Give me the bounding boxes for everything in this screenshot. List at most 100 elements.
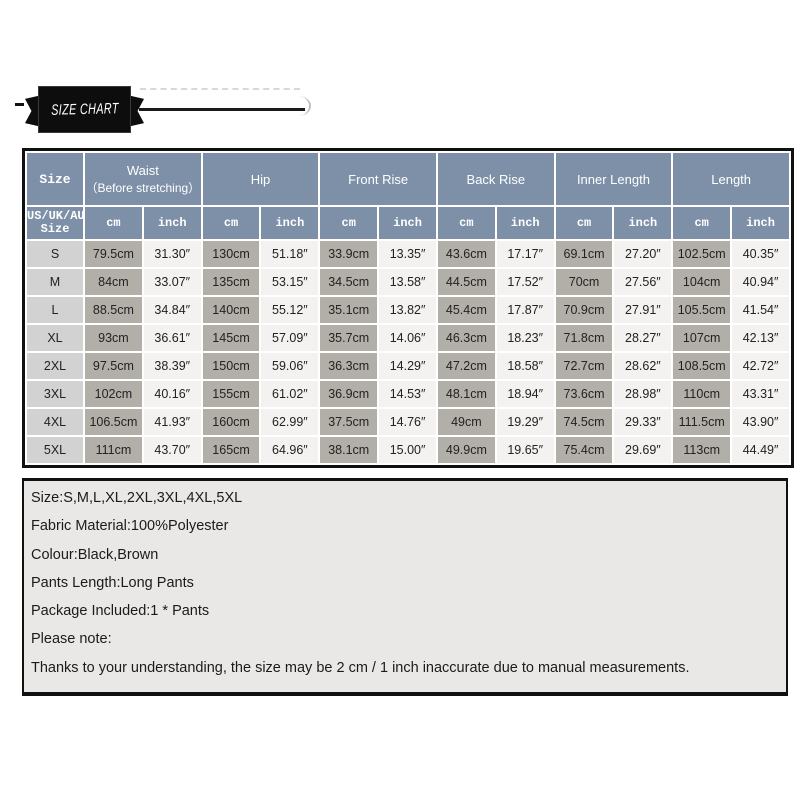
cm-value-cell: 88.5cm — [83, 295, 144, 325]
info-line-6: Thanks to your understanding, the size m… — [31, 659, 690, 676]
inch-value-cell: 28.62″ — [612, 351, 674, 381]
inch-value-cell: 27.56″ — [612, 267, 674, 297]
cm-value-cell: 75.4cm — [553, 435, 615, 465]
inch-value-cell: 14.76″ — [377, 407, 438, 437]
cm-value-cell: 71.8cm — [553, 323, 615, 353]
cm-value-cell: 105.5cm — [671, 295, 733, 325]
inch-value-cell: 17.87″ — [494, 295, 556, 325]
column-header-size: Size — [25, 151, 85, 207]
cm-value-cell: 102.5cm — [671, 239, 733, 269]
info-line-4: Package Included:1 * Pants — [31, 603, 210, 620]
inch-value-cell: 62.99″ — [259, 407, 321, 437]
cm-value-cell: 160cm — [200, 407, 262, 437]
inch-value-cell: 40.16″ — [141, 379, 203, 409]
cm-value-cell: 104cm — [671, 267, 733, 297]
size-cell: 3XL — [25, 379, 85, 409]
inch-value-cell: 64.96″ — [259, 435, 321, 465]
cm-value-cell: 145cm — [200, 323, 262, 353]
inch-value-cell: 40.94″ — [730, 267, 791, 297]
size-cell: L — [25, 295, 85, 325]
cm-value-cell: 84cm — [83, 267, 144, 297]
unit-header-inch: inch — [494, 205, 556, 241]
cm-value-cell: 49cm — [435, 407, 497, 437]
table-row-l: L 88.5cm 34.84″ 140cm 55.12″ 35.1cm 13.82″ 45.4… — [25, 295, 791, 325]
dash-decoration — [15, 103, 24, 106]
inch-value-cell: 13.35″ — [377, 239, 438, 269]
table-row-3xl: 3XL 102cm 40.16″ 155cm 61.02″ 36.9cm 14.53″ 48.… — [25, 379, 791, 409]
column-header-length: Length — [671, 151, 791, 207]
inch-value-cell: 41.93″ — [141, 407, 203, 437]
inch-value-cell: 27.91″ — [612, 295, 674, 325]
cm-value-cell: 110cm — [671, 379, 733, 409]
inch-value-cell: 53.15″ — [259, 267, 321, 297]
unit-header-cm: cm — [435, 205, 497, 241]
cm-value-cell: 130cm — [200, 239, 262, 269]
table-row-4xl: 4XL 106.5cm 41.93″ 160cm 62.99″ 37.5cm 14.76″ 4… — [25, 407, 791, 437]
unit-header-inch: inch — [730, 205, 791, 241]
cm-value-cell: 70cm — [553, 267, 615, 297]
inch-value-cell: 31.30″ — [141, 239, 203, 269]
cm-value-cell: 79.5cm — [83, 239, 144, 269]
size-chart-ribbon: SIZE CHART — [38, 86, 131, 133]
unit-header-inch: inch — [377, 205, 438, 241]
ribbon-right-fold — [127, 95, 144, 127]
table-row-m: M 84cm 33.07″ 135cm 53.15″ 34.5cm 13.58″ 44.5cm… — [25, 267, 791, 297]
cm-value-cell: 111.5cm — [671, 407, 733, 437]
inch-value-cell: 19.65″ — [494, 435, 556, 465]
inch-value-cell: 59.06″ — [259, 351, 321, 381]
inch-value-cell: 38.39″ — [141, 351, 203, 381]
unit-header-inch: inch — [141, 205, 203, 241]
inch-value-cell: 28.98″ — [612, 379, 674, 409]
inch-value-cell: 42.13″ — [730, 323, 791, 353]
cm-value-cell: 48.1cm — [435, 379, 497, 409]
unit-header-inch: inch — [612, 205, 674, 241]
inch-value-cell: 33.07″ — [141, 267, 203, 297]
ribbon-left-fold — [25, 95, 42, 127]
column-header-hip: Hip — [200, 151, 321, 207]
table-unit-row: US/UK/AU Size cm inch cm inch cm inch cm inch cm in… — [25, 205, 791, 241]
info-line-3: Pants Length:Long Pants — [31, 574, 194, 591]
group-label: Length — [711, 171, 752, 187]
size-table: Size Waist （Before stretching） Hip Front Ris… — [22, 148, 794, 468]
cm-value-cell: 73.6cm — [553, 379, 615, 409]
column-header-back-rise: Back Rise — [435, 151, 556, 207]
inch-value-cell: 40.35″ — [730, 239, 791, 269]
cm-value-cell: 93cm — [83, 323, 144, 353]
table-row-5xl: 5XL 111cm 43.70″ 165cm 64.96″ 38.1cm 15.00″ 49.… — [25, 435, 791, 465]
inch-value-cell: 19.29″ — [494, 407, 556, 437]
cm-value-cell: 111cm — [83, 435, 144, 465]
inch-value-cell: 61.02″ — [259, 379, 321, 409]
cm-value-cell: 35.1cm — [318, 295, 380, 325]
cm-value-cell: 36.9cm — [318, 379, 380, 409]
inch-value-cell: 13.58″ — [377, 267, 438, 297]
cm-value-cell: 72.7cm — [553, 351, 615, 381]
inch-value-cell: 18.94″ — [494, 379, 556, 409]
inch-value-cell: 14.29″ — [377, 351, 438, 381]
info-line-0: Size:S,M,L,XL,2XL,3XL,4XL,5XL — [31, 490, 243, 506]
cm-value-cell: 113cm — [671, 435, 733, 465]
inch-value-cell: 18.58″ — [494, 351, 556, 381]
inch-value-cell: 13.82″ — [377, 295, 438, 325]
cm-value-cell: 33.9cm — [318, 239, 380, 269]
table-row-2xl: 2XL 97.5cm 38.39″ 150cm 59.06″ 36.3cm 14.29″ 47… — [25, 351, 791, 381]
cm-value-cell: 35.7cm — [318, 323, 380, 353]
info-line-1: Fabric Material:100%Polyester — [31, 518, 229, 535]
table-row-s: S 79.5cm 31.30″ 130cm 51.18″ 33.9cm 13.35″ 43.6… — [25, 239, 791, 269]
cm-value-cell: 155cm — [200, 379, 262, 409]
cm-value-cell: 38.1cm — [318, 435, 380, 465]
column-header-inner-length: Inner Length — [553, 151, 674, 207]
column-subheader-us-uk-au-size: US/UK/AU Size — [25, 205, 85, 241]
cm-value-cell: 47.2cm — [435, 351, 497, 381]
cm-value-cell: 44.5cm — [435, 267, 497, 297]
unit-header-cm: cm — [200, 205, 262, 241]
curve-decoration — [298, 96, 311, 116]
cm-value-cell: 34.5cm — [318, 267, 380, 297]
table-row-xl: XL 93cm 36.61″ 145cm 57.09″ 35.7cm 14.06″ 46.3c… — [25, 323, 791, 353]
inch-value-cell: 18.23″ — [494, 323, 556, 353]
size-cell: XL — [25, 323, 85, 353]
banner-area: SIZE CHART — [0, 0, 800, 148]
us-size-line2: Size — [40, 222, 70, 236]
inch-value-cell: 43.90″ — [730, 407, 791, 437]
size-cell: 2XL — [25, 351, 85, 381]
